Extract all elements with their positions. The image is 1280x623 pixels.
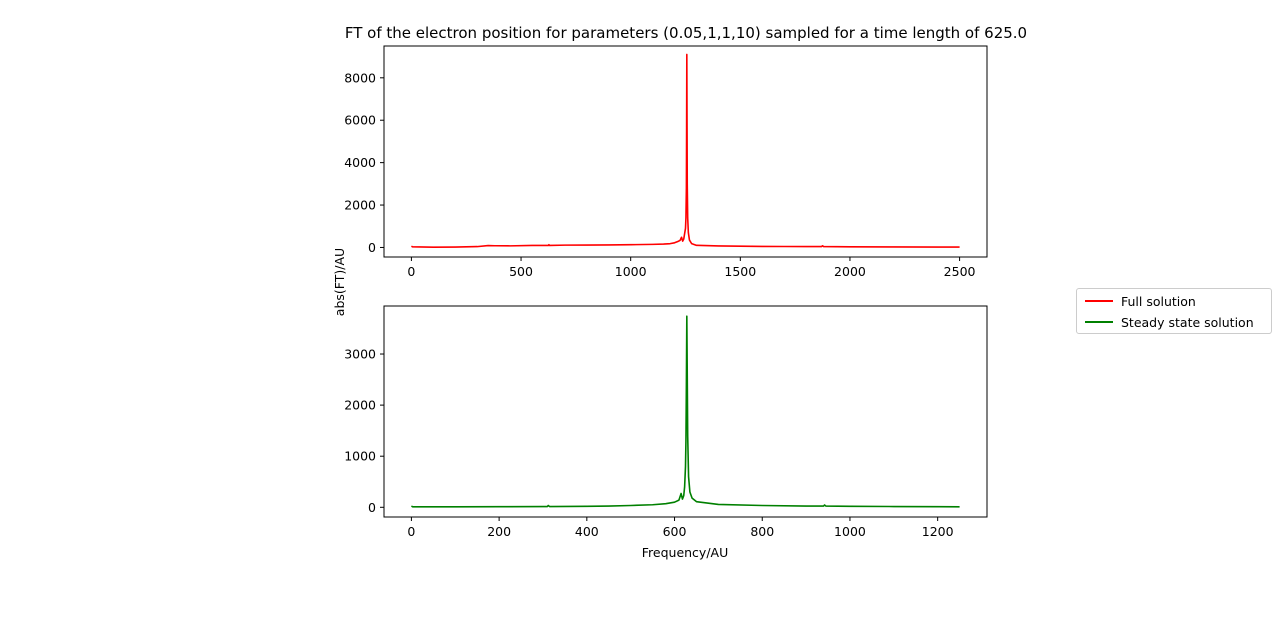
- y-tick-label: 1000: [344, 449, 376, 464]
- x-axis-label: Frequency/AU: [642, 545, 729, 560]
- x-tick-label: 600: [663, 524, 687, 539]
- series-line-0: [411, 53, 960, 248]
- legend-swatch-steady-state: [1085, 321, 1113, 323]
- legend-label-full-solution: Full solution: [1121, 293, 1196, 309]
- x-tick-label: 500: [509, 264, 533, 279]
- x-tick-label: 2500: [944, 264, 976, 279]
- x-tick-label: 0: [407, 264, 415, 279]
- legend-item-full-solution: Full solution: [1085, 292, 1196, 310]
- y-tick-label: 3000: [344, 347, 376, 362]
- legend-item-steady-state: Steady state solution: [1085, 313, 1254, 331]
- chart-title: FT of the electron position for paramete…: [345, 24, 1027, 42]
- axes-frame-1: [383, 305, 988, 518]
- y-tick-label: 2000: [344, 198, 376, 213]
- y-tick-label: 8000: [344, 70, 376, 85]
- y-tick-label: 6000: [344, 113, 376, 128]
- x-tick-label: 400: [575, 524, 599, 539]
- y-tick-label: 0: [368, 240, 376, 255]
- x-tick-label: 0: [407, 524, 415, 539]
- y-axis-label: abs(FT)/AU: [332, 248, 347, 316]
- x-tick-label: 2000: [834, 264, 866, 279]
- legend: Full solution Steady state solution: [1076, 288, 1272, 334]
- series-line-1: [411, 315, 960, 508]
- y-tick-label: 0: [368, 500, 376, 515]
- y-tick-label: 2000: [344, 398, 376, 413]
- x-tick-label: 1000: [834, 524, 866, 539]
- x-tick-label: 1000: [615, 264, 647, 279]
- legend-swatch-full-solution: [1085, 300, 1113, 302]
- legend-label-steady-state: Steady state solution: [1121, 314, 1254, 330]
- x-tick-label: 800: [750, 524, 774, 539]
- x-tick-label: 1500: [724, 264, 756, 279]
- axes-frame-0: [383, 45, 988, 258]
- x-tick-label: 1200: [922, 524, 954, 539]
- y-tick-label: 4000: [344, 155, 376, 170]
- x-tick-label: 200: [487, 524, 511, 539]
- bottom-axes: 0 200 400 600 800 1000 1200 0 1000 2000 3000: [344, 305, 988, 539]
- top-axes: 0 500 1000 1500 2000 2500 0 2000 4000 6000 8000: [344, 45, 988, 279]
